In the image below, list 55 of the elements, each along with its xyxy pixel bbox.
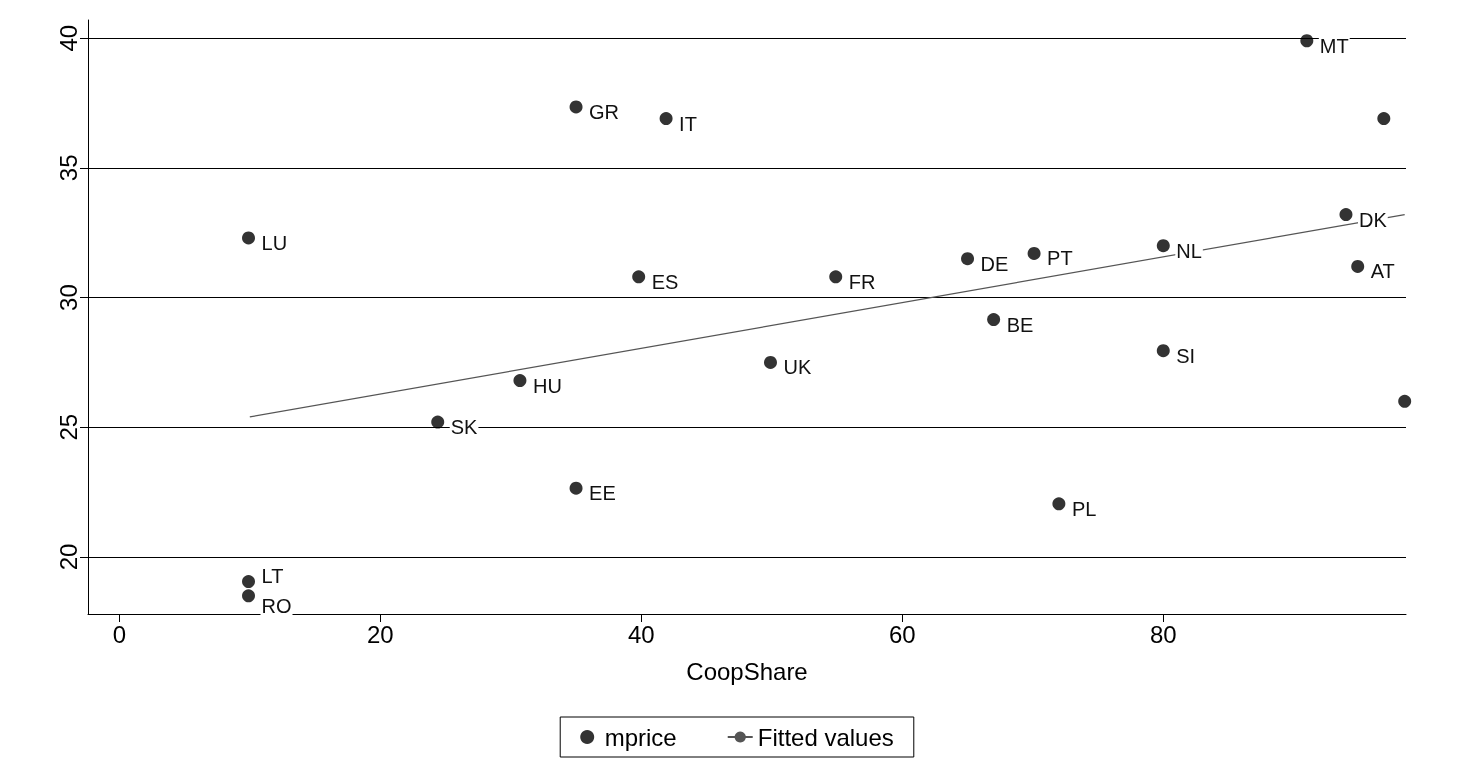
x-tick-label: 0: [112, 620, 126, 648]
annotation: PT: [1047, 247, 1073, 270]
point: [242, 575, 256, 589]
point: [1300, 34, 1314, 48]
point: [569, 481, 583, 495]
point: [961, 252, 975, 266]
annotation: GR: [589, 100, 620, 123]
point: [659, 112, 673, 126]
annotation: DE: [980, 252, 1009, 275]
point: [1156, 239, 1170, 253]
point: [242, 231, 256, 245]
annotation: SK: [450, 416, 479, 439]
point: [764, 355, 777, 369]
point: [569, 100, 583, 114]
point: [632, 270, 646, 284]
y-tick-label: 30: [54, 284, 82, 311]
point: [987, 313, 1001, 327]
point: [1027, 246, 1041, 260]
y-tick-label: 25: [54, 413, 82, 441]
annotation: BE: [1006, 313, 1034, 336]
x-tick-label: 40: [627, 620, 655, 648]
point: [1339, 208, 1353, 222]
annotation: LT: [261, 564, 284, 587]
point: [431, 415, 445, 429]
x-axis-title: CoopShare: [686, 657, 808, 685]
point: [513, 374, 527, 388]
point: [1052, 497, 1066, 511]
annotation: AT: [1370, 260, 1395, 283]
point: [242, 589, 256, 603]
annotation: PL: [1071, 497, 1097, 520]
annotation: UK: [783, 356, 812, 379]
annotation: NL: [1176, 239, 1202, 262]
annotation: SI: [1176, 344, 1196, 367]
annotation: EE: [589, 482, 616, 505]
annotation: IT: [679, 112, 697, 135]
annotation: MT: [1319, 34, 1349, 57]
point: [1398, 394, 1412, 408]
legend-label: mprice: [604, 723, 677, 751]
legend-label: Fitted values: [757, 723, 894, 751]
y-tick-label: 40: [54, 24, 82, 52]
annotation: DK: [1358, 208, 1388, 231]
x-tick-label: 60: [888, 620, 916, 648]
x-tick-label: 80: [1149, 620, 1177, 648]
annotation: RO: [261, 594, 292, 617]
point: [1351, 259, 1365, 273]
point: [829, 270, 843, 284]
annotation: FR: [848, 270, 876, 293]
annotation: LU: [261, 231, 288, 254]
point: [1377, 112, 1391, 126]
y-tick-label: 20: [54, 543, 82, 571]
y-tick-label: 35: [54, 154, 82, 182]
annotation: ES: [651, 270, 679, 293]
point: [1156, 344, 1170, 358]
annotation: HU: [532, 374, 562, 397]
x-tick-label: 20: [366, 620, 394, 648]
